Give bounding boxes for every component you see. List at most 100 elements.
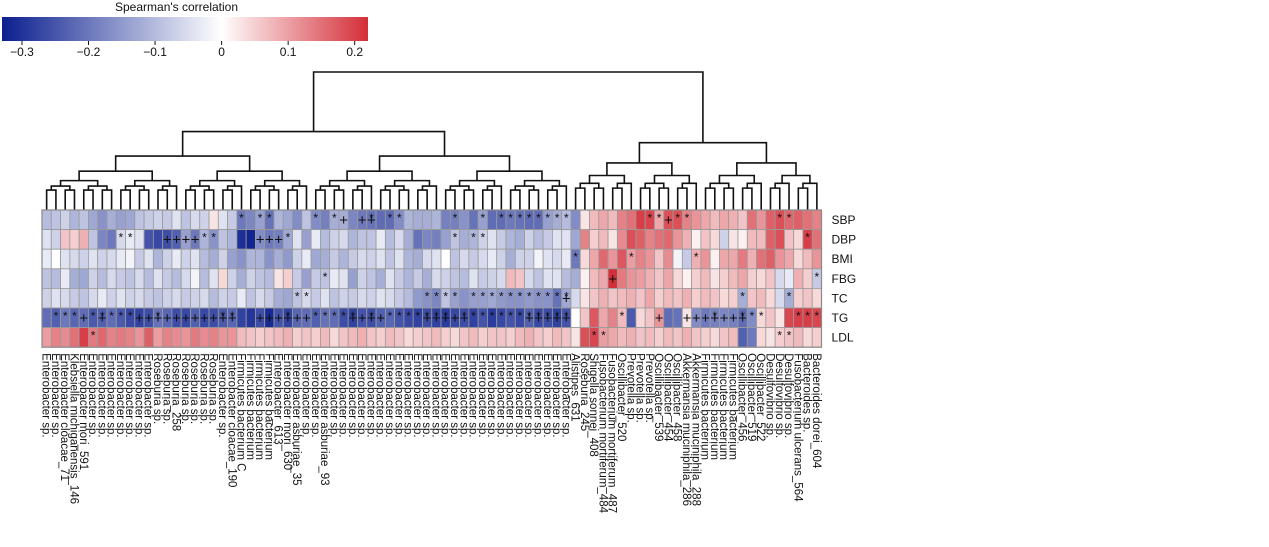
heatmap-cell — [143, 209, 154, 231]
heatmap-cell — [728, 327, 739, 348]
significance-plus: + — [432, 310, 441, 327]
heatmap-cell — [533, 327, 544, 348]
significance-star: * — [109, 309, 114, 323]
heatmap-cell — [180, 209, 191, 231]
heatmap-cell — [542, 268, 553, 289]
heatmap-cell — [598, 209, 609, 231]
heatmap-cell — [190, 327, 201, 348]
heatmap-cell — [440, 327, 451, 348]
column-label: Enterobacter sp. — [411, 353, 423, 437]
heatmap-cell — [449, 327, 461, 348]
significance-star: * — [518, 309, 523, 323]
heatmap-cell — [412, 229, 423, 250]
heatmap-cell — [672, 287, 683, 309]
heatmap-cell — [152, 327, 164, 348]
heatmap-cell — [50, 327, 61, 348]
heatmap-cell — [570, 287, 581, 309]
heatmap-cell — [524, 327, 535, 348]
heatmap-cell — [338, 268, 349, 289]
column-label: Enterobacter sp. — [337, 353, 349, 437]
heatmap-cell — [319, 327, 331, 348]
heatmap-cell — [366, 287, 377, 309]
heatmap-cell — [765, 327, 776, 348]
column-labels: Enterobacter sp.Enterobacter sp.Enteroba… — [40, 353, 822, 513]
heatmap-cell — [199, 268, 210, 289]
heatmap-cell — [171, 209, 182, 231]
column-label: Enterobacter sp. — [86, 353, 98, 437]
heatmap-cell — [152, 209, 164, 231]
dendrogram-branch — [45, 189, 57, 210]
heatmap-cell — [570, 229, 581, 250]
heatmap-cell — [774, 307, 785, 329]
heatmap-cell — [449, 248, 461, 270]
heatmap-cell — [106, 268, 117, 289]
heatmap-cell — [264, 287, 275, 309]
significance-star: * — [128, 309, 133, 323]
heatmap-cell — [505, 327, 516, 348]
significance-star: * — [499, 211, 504, 225]
heatmap-cell — [292, 229, 303, 250]
heatmap-cell — [746, 229, 757, 250]
significance-plus: + — [302, 310, 311, 327]
dendrogram-branch — [741, 187, 753, 210]
heatmap-cell — [245, 307, 256, 329]
heatmap-cell — [654, 327, 665, 348]
heatmap-cell — [264, 248, 275, 270]
heatmap-cell — [663, 268, 674, 289]
heatmap-cell — [375, 327, 386, 348]
column-label: Roseburia_258 — [170, 353, 182, 431]
heatmap-cell — [802, 327, 813, 348]
dendrogram-branch — [287, 189, 298, 210]
significance-star: * — [91, 309, 96, 323]
heatmap-cell — [765, 248, 776, 270]
heatmap-cell — [793, 229, 804, 250]
column-label: Enterobacter asburiae_35 — [290, 353, 302, 485]
heatmap-cell — [273, 268, 284, 289]
column-label: Oscillibacter_539 — [652, 353, 664, 441]
significance-star: * — [564, 289, 569, 303]
heatmap-cell — [570, 327, 581, 348]
heatmap-cell — [227, 248, 238, 270]
column-label: Enterobacter sp. — [346, 353, 358, 437]
significance-star: * — [805, 309, 810, 323]
dendrogram-branch — [198, 179, 236, 187]
dendrogram-branch — [774, 182, 790, 210]
dendrogram-branch — [189, 185, 210, 191]
heatmap-cell — [199, 248, 210, 270]
heatmap-cell — [69, 229, 80, 250]
significance-star: * — [341, 309, 346, 323]
heatmap-cell — [524, 248, 535, 270]
heatmap-cell — [69, 287, 80, 309]
column-label: Roseburia sp. — [197, 353, 209, 424]
heatmap-cell — [802, 248, 813, 270]
heatmap-cell — [347, 287, 358, 309]
heatmap-cell — [394, 268, 405, 289]
legend-ticks: −0.3 −0.2 −0.1 0 0.1 0.2 — [10, 41, 363, 59]
significance-star: * — [694, 250, 699, 264]
heatmap-cell — [69, 248, 80, 270]
heatmap-cell — [78, 248, 89, 270]
significance-plus: + — [135, 310, 144, 327]
dendrogram-branch — [319, 185, 340, 191]
heatmap-cell — [375, 268, 386, 289]
heatmap-cell — [459, 287, 470, 309]
significance-star: * — [787, 329, 792, 343]
heatmap-cell — [412, 209, 423, 231]
heatmap-cell — [134, 268, 145, 289]
significance-star: * — [545, 289, 550, 303]
heatmap-cell — [616, 248, 628, 270]
heatmap-cell — [264, 268, 275, 289]
dendrogram-branch — [746, 182, 762, 210]
heatmap-cell — [654, 287, 665, 309]
heatmap-cell — [60, 209, 71, 231]
column-label: Enterobacter sp. — [299, 353, 311, 437]
heatmap-cell — [41, 268, 52, 289]
heatmap-cell — [487, 268, 498, 289]
column-label: Enterobacter sp. — [494, 353, 506, 437]
heatmap-cell — [598, 307, 609, 329]
column-label: Akkermansia muciniphila_288 — [689, 353, 701, 506]
significance-plus: + — [274, 310, 283, 327]
heatmap-cell — [171, 287, 182, 309]
significance-plus: + — [525, 310, 534, 327]
